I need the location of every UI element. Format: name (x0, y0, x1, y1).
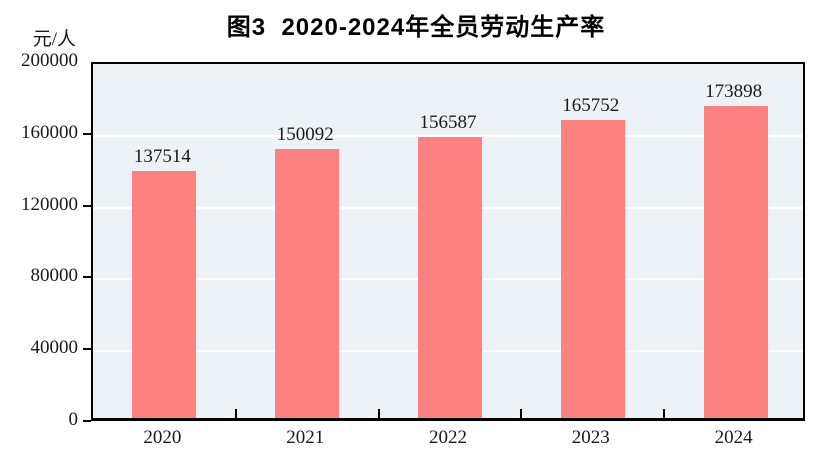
x-tick-mark (234, 409, 237, 418)
bar-2024 (703, 105, 768, 418)
x-tick-mark (377, 409, 380, 418)
y-tick-mark (83, 204, 91, 207)
y-tick-label: 80000 (30, 265, 79, 287)
bar-value-label: 156587 (419, 111, 477, 133)
y-tick-label: 0 (68, 409, 79, 430)
y-axis-unit-label: 元/人 (32, 29, 76, 50)
y-tick-label: 40000 (30, 337, 79, 359)
bar-value-label: 137514 (133, 146, 191, 168)
y-tick-mark (83, 420, 91, 422)
y-tick-label: 200000 (21, 50, 78, 71)
gridline-160000 (93, 134, 803, 137)
bar-2022 (418, 136, 482, 418)
bar-2020 (132, 171, 197, 418)
plot-area (91, 62, 805, 421)
x-tick-label: 2023 (571, 427, 610, 448)
bar-value-label: 173898 (705, 80, 763, 102)
x-tick-label: 2024 (714, 427, 753, 448)
x-tick-label: 2021 (286, 427, 325, 448)
y-tick-label: 120000 (21, 193, 78, 215)
y-tick-label: 160000 (21, 121, 78, 143)
x-tick-mark (520, 409, 523, 418)
x-tick-mark (663, 409, 666, 418)
chart-title: 图3 2020-2024年全员劳动生产率 (226, 14, 606, 41)
y-tick-mark (83, 348, 91, 351)
bar-2021 (275, 148, 340, 418)
x-tick-label: 2022 (429, 427, 467, 448)
x-tick-label: 2020 (143, 427, 182, 448)
bar-value-label: 150092 (276, 123, 334, 145)
y-tick-mark (83, 276, 91, 279)
bar-2023 (560, 120, 625, 418)
bar-value-label: 165752 (562, 95, 620, 117)
y-tick-mark (83, 132, 91, 135)
